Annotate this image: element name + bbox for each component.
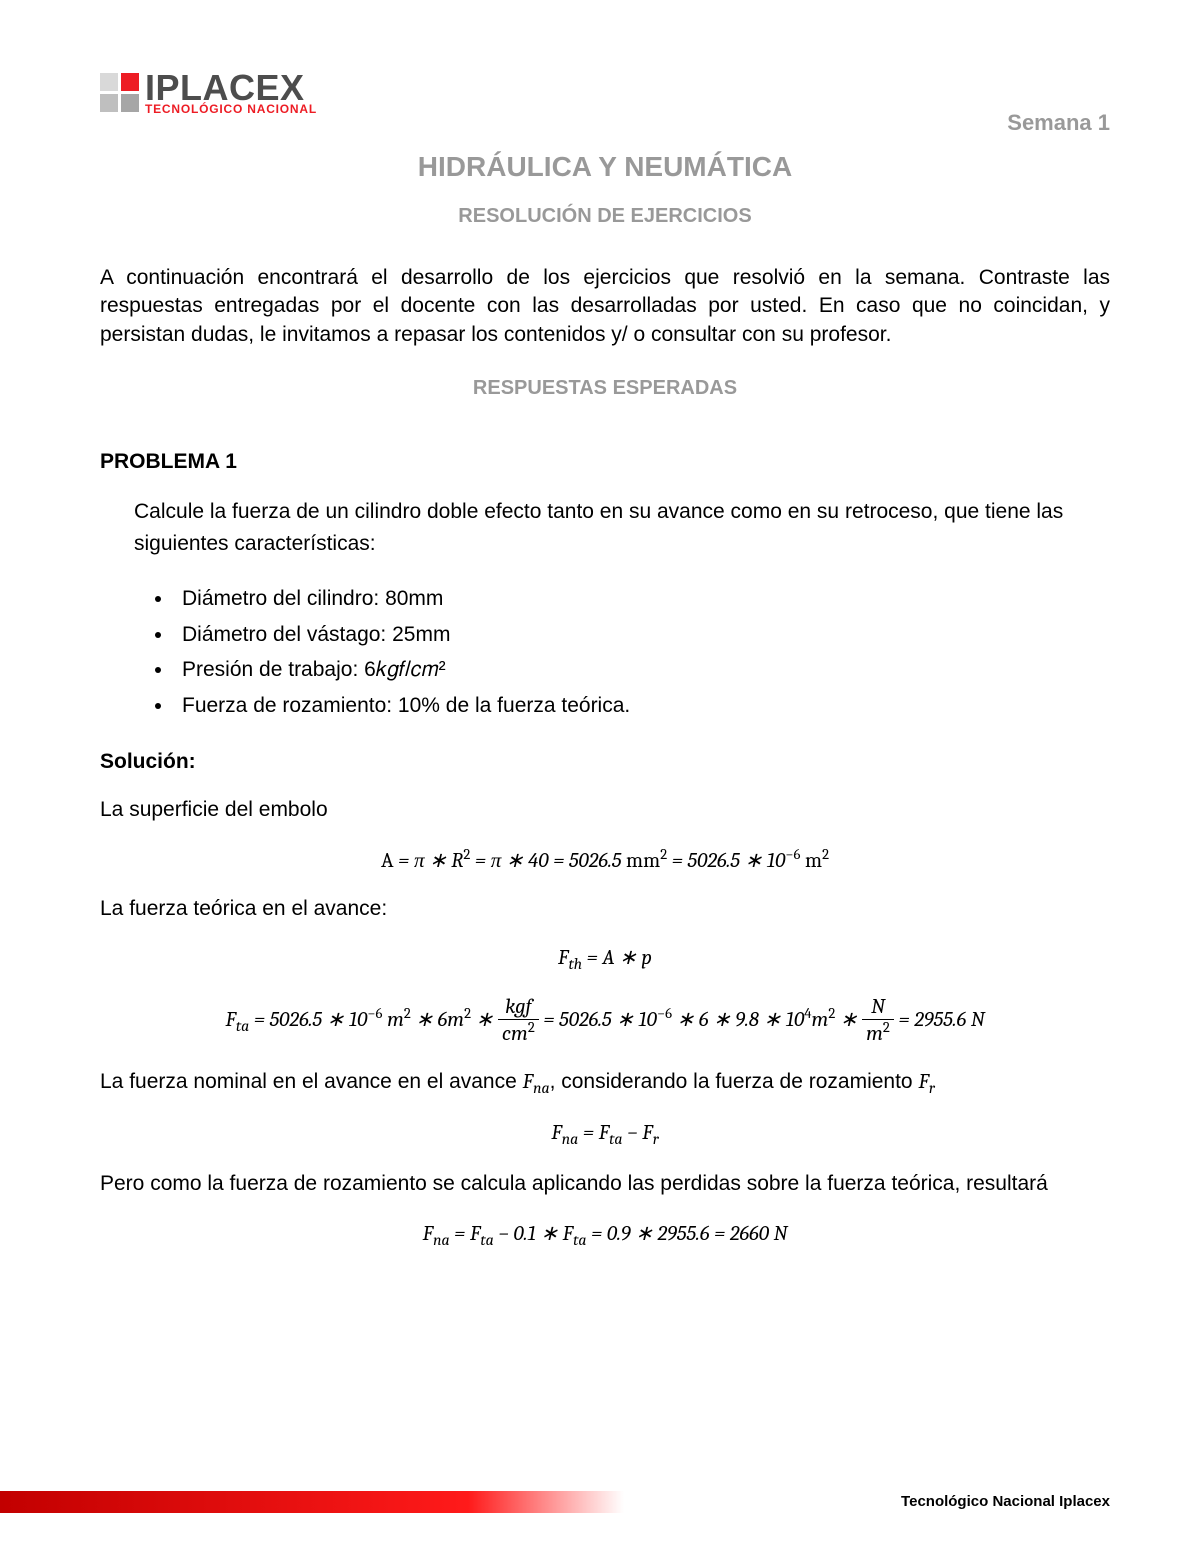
week-label: Semana 1 xyxy=(1007,110,1110,136)
solution-p2: La fuerza teórica en el avance: xyxy=(100,895,1110,923)
equation-fna1: Fna = Fta − Fr xyxy=(100,1121,1110,1148)
bullet-item: Diámetro del cilindro: 80mm xyxy=(174,581,1110,617)
answers-label: RESPUESTAS ESPERADAS xyxy=(100,377,1110,400)
frac-num: kgf xyxy=(498,996,539,1020)
logo-sub-text: TECNOLÓGICO NACIONAL xyxy=(145,103,317,115)
solution-p3: La fuerza nominal en el avance en el ava… xyxy=(100,1068,1110,1099)
problem-bullets: Diámetro del cilindro: 80mm Diámetro del… xyxy=(174,581,1110,724)
solution-p4: Pero como la fuerza de rozamiento se cal… xyxy=(100,1170,1110,1198)
text: La fuerza nominal en el avance en el ava… xyxy=(100,1070,523,1093)
logo-main-text: IPLACEX xyxy=(145,70,317,106)
frac-den: cm2 xyxy=(498,1020,539,1046)
solution-heading: Solución: xyxy=(100,750,1110,774)
logo: IPLACEX TECNOLÓGICO NACIONAL xyxy=(100,70,1110,115)
bullet-item: Presión de trabajo: 6𝑘𝑔𝑓/𝑐𝑚² xyxy=(174,652,1110,688)
equation-area: A = π ∗ R2 = π ∗ 40 = 5026.5 mm2 = 5026.… xyxy=(100,846,1110,873)
problem-heading: PROBLEMA 1 xyxy=(100,450,1110,474)
frac-num: N xyxy=(862,996,894,1020)
page-title: HIDRÁULICA Y NEUMÁTICA xyxy=(100,151,1110,183)
solution-p1: La superficie del embolo xyxy=(100,796,1110,824)
bullet-item: Diámetro del vástago: 25mm xyxy=(174,617,1110,653)
equation-fna2: Fna = Fta − 0.1 ∗ Fta = 0.9 ∗ 2955.6 = 2… xyxy=(100,1221,1110,1249)
equation-fth: Fth = A ∗ p xyxy=(100,945,1110,973)
equation-text: A = π ∗ R2 = π ∗ 40 = 5026.5 mm2 = 5026.… xyxy=(381,849,829,873)
text: , considerando la fuerza de rozamiento xyxy=(550,1070,919,1093)
equation-fta: Fta = 5026.5 ∗ 10−6 m2 ∗ 6m2 ∗ kgfcm2 = … xyxy=(120,996,1090,1046)
inline-math: Fr xyxy=(918,1070,934,1094)
bullet-item: Fuerza de rozamiento: 10% de la fuerza t… xyxy=(174,688,1110,724)
page-subtitle: RESOLUCIÓN DE EJERCICIOS xyxy=(100,205,1110,228)
logo-icon xyxy=(100,73,139,112)
footer-text: Tecnológico Nacional Iplacex xyxy=(901,1493,1110,1510)
frac-den: m2 xyxy=(862,1020,894,1046)
footer-red-bar xyxy=(0,1491,624,1513)
inline-math: Fna xyxy=(523,1070,550,1094)
intro-paragraph: A continuación encontrará el desarrollo … xyxy=(100,264,1110,349)
problem-statement: Calcule la fuerza de un cilindro doble e… xyxy=(134,496,1110,559)
